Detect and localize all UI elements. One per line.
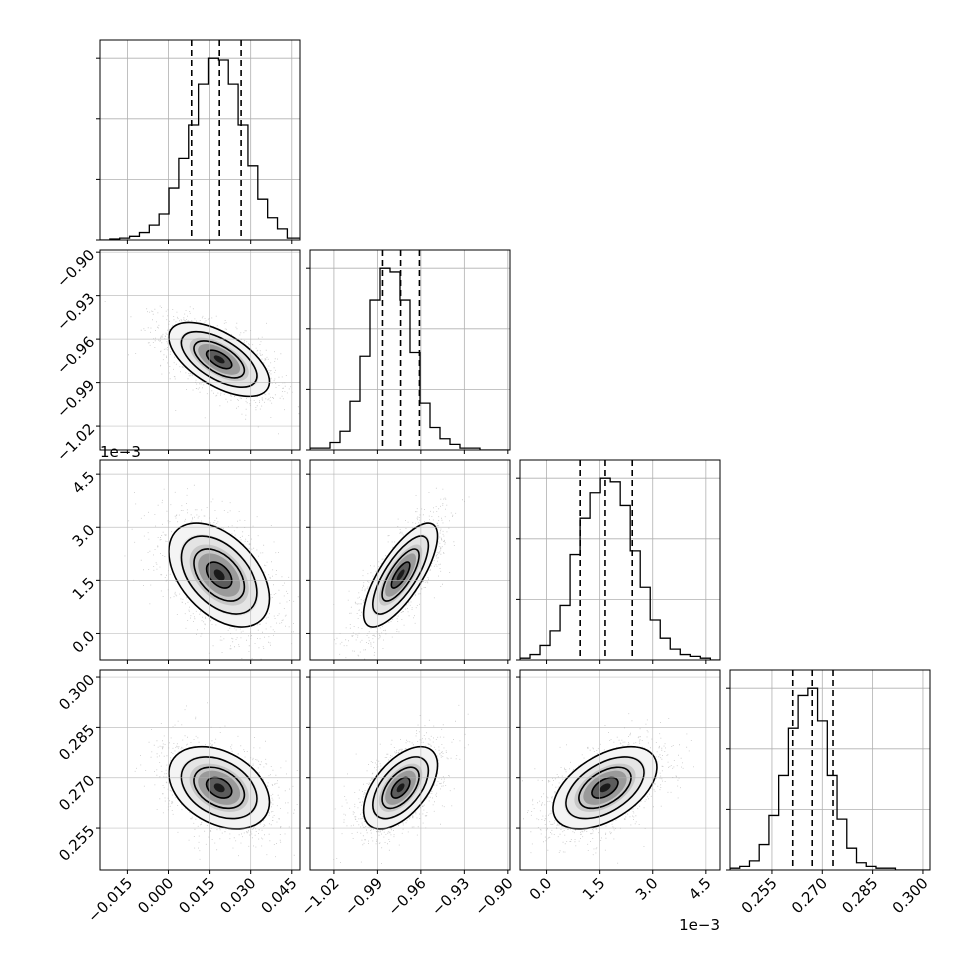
histogram-step [310,267,510,450]
contour-line [390,561,411,589]
panel-contents [310,670,510,870]
density-shade [599,783,611,793]
axes-frame [99,669,301,871]
x-tick-label: 0.270 [788,874,831,917]
contour-line [168,745,271,830]
axes-frame [309,669,511,871]
histogram-panel-1 [306,249,511,454]
x-tick-label: 0.285 [838,874,881,917]
x-tick-label: −0.90 [471,874,516,919]
contour-line [565,756,645,820]
histogram-panel-0 [96,39,301,244]
panel-contents [310,460,510,660]
contour-line [180,330,258,388]
y-tick-label: −0.96 [53,333,98,378]
x-tick-label: 4.5 [685,874,715,904]
x-offset-label: 1e−3 [679,916,720,934]
axes-frame [729,669,931,871]
scatter-panel-0-1 [96,249,301,454]
x-tick-label: 0.045 [258,874,301,917]
panel-contents [100,670,300,870]
x-tick-label: −0.96 [384,874,429,919]
contour-line [381,766,420,810]
x-tick-label: 0.000 [134,874,177,917]
x-tick-label: 0.015 [175,874,218,917]
y-tick-label: 0.255 [55,822,98,865]
histogram-panel-3 [726,669,931,874]
axes-frame [309,459,511,661]
axes-frame [519,669,721,871]
density-shade [213,355,225,364]
contour-line [180,756,258,820]
axes-frame [99,249,301,451]
axes-frame [99,459,301,661]
contour-line [390,776,411,799]
density-shade [396,569,405,581]
axes-frame [309,249,511,451]
contour-line [193,766,246,810]
contour-line [193,548,246,602]
x-tick-label: 0.0 [526,874,556,904]
axes-frame [519,459,721,661]
y-tick-label: 1.5 [69,574,99,604]
y-tick-label: 0.270 [55,771,98,814]
y-tick-label: −0.90 [53,246,98,291]
y-tick-label: 0.300 [55,671,98,714]
scatter-panel-1-3 [306,669,511,874]
y-tick-label: 0.285 [55,721,98,764]
contour-line [205,561,233,589]
x-tick-label: 0.030 [216,874,259,917]
histogram-step [100,57,300,240]
y-tick-label: 3.0 [69,521,99,551]
x-tick-label: −1.02 [298,874,343,919]
density-shade [396,783,405,793]
contour-line [372,535,430,615]
scatter-points [124,484,299,660]
contour-line [168,522,271,628]
panel-contents [100,250,300,450]
contour-line [552,745,658,830]
contour-line [362,522,439,628]
x-tick-label: −0.93 [428,874,473,919]
panel-contents [100,460,300,660]
x-tick-label: 0.300 [889,874,932,917]
x-tick-label: 0.255 [738,874,781,917]
histogram-step [520,477,720,660]
histogram-step [730,687,930,870]
axes-frame [99,39,301,241]
y-tick-label: −0.93 [53,289,98,334]
x-tick-label: 1.5 [579,874,609,904]
contour-line [205,776,233,799]
density-shade [213,569,225,581]
y-tick-label: −0.99 [53,376,98,421]
density-shade [213,783,225,793]
y-tick-label: 0.0 [69,627,99,657]
x-tick-label: −0.99 [341,874,386,919]
scatter-panel-0-3 [96,669,301,874]
contour-line [578,766,632,810]
y-tick-label: −1.02 [53,420,98,465]
contour-line [591,776,619,799]
panel-contents [520,670,720,870]
scatter-panel-2-3 [516,669,721,874]
x-tick-label: 3.0 [632,874,662,904]
contour-line [205,349,233,370]
contour-line [168,321,271,398]
y-tick-label: 4.5 [69,468,99,498]
contour-line [381,548,420,602]
histogram-panel-2 [516,459,721,664]
scatter-panel-1-2 [306,459,511,664]
scatter-panel-0-2 [96,459,301,664]
y-offset-label: 1e−3 [100,443,141,461]
contour-line [193,340,246,379]
x-tick-label: −0.015 [84,874,136,926]
